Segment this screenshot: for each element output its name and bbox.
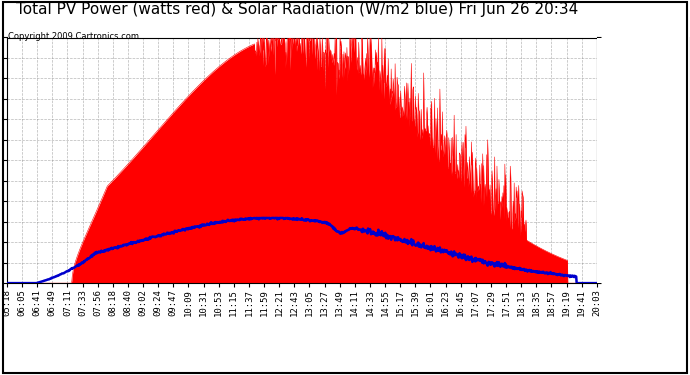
Text: Copyright 2009 Cartronics.com: Copyright 2009 Cartronics.com [8,32,139,41]
Text: Total PV Power (watts red) & Solar Radiation (W/m2 blue) Fri Jun 26 20:34: Total PV Power (watts red) & Solar Radia… [16,2,578,17]
